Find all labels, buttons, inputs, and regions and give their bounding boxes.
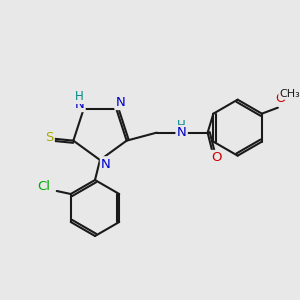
Text: S: S	[45, 131, 54, 144]
Text: N: N	[101, 158, 111, 170]
Text: H: H	[75, 90, 84, 103]
Text: O: O	[276, 92, 286, 105]
Text: N: N	[177, 126, 187, 139]
Text: Cl: Cl	[37, 179, 50, 193]
Text: H: H	[177, 119, 186, 132]
Text: N: N	[75, 98, 84, 111]
Text: O: O	[212, 151, 222, 164]
Text: N: N	[116, 96, 125, 109]
Text: CH₃: CH₃	[280, 89, 300, 99]
